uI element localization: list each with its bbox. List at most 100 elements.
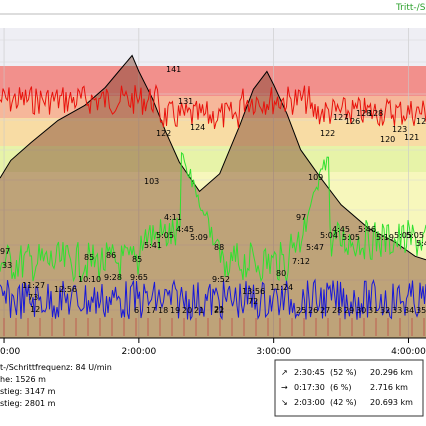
km-marker: 18 xyxy=(158,306,168,315)
legend-line: stieg: 2801 m xyxy=(0,399,56,408)
elevation-area xyxy=(0,55,426,338)
summary-time: 2:30:45 xyxy=(294,368,325,377)
km-marker: 22 xyxy=(214,306,224,315)
legend-text: t-/Schrittfrequenz: 84 U/min he: 1526 m st… xyxy=(0,363,112,408)
cadence-label: 11:24 xyxy=(270,283,293,292)
heart-rate-label: 131 xyxy=(178,97,193,106)
heart-rate-label: 141 xyxy=(166,65,181,74)
heart-rate-label: 122 xyxy=(156,129,171,138)
zone-band-3 xyxy=(0,146,426,172)
cadence-label: 9:52 xyxy=(212,275,230,284)
km-marker: 20 xyxy=(182,306,192,315)
cadence-label: 72 xyxy=(248,297,258,306)
km-marker: 35 xyxy=(416,306,426,315)
heart-rate-line xyxy=(0,83,426,130)
km-marker: 34 xyxy=(404,306,414,315)
speed-label: 5:43 xyxy=(416,239,426,248)
km-marker: 32 xyxy=(380,306,390,315)
header-right-label: Tritt-/S xyxy=(395,3,426,13)
summary-distance: 20.296 km xyxy=(370,368,413,377)
summary-distance: 2.716 km xyxy=(370,383,408,392)
heart-rate-zones xyxy=(0,28,426,338)
cadence-label: 11:27 xyxy=(22,281,45,290)
speed-label: 5:46 xyxy=(358,225,376,234)
summary-percent: (52 %) xyxy=(330,368,357,377)
summary-time: 0:17:30 xyxy=(294,383,325,392)
x-tick-label: 4:00:00 xyxy=(391,347,426,357)
cadence-label: 13:56 xyxy=(242,287,265,296)
km-marker: 26 xyxy=(308,306,318,315)
elevation-series xyxy=(0,54,426,338)
legend-line: stieg: 3147 m xyxy=(0,387,56,396)
summary-table: ↗ 2:30:45 (52 %) 20.296 km → 0:17:30 (6 %) 2.71… xyxy=(281,368,413,407)
cadence-label: 80 xyxy=(276,269,286,278)
heart-rate-label: 127 xyxy=(333,113,348,122)
speed-label: 97 xyxy=(296,213,306,222)
summary-distance: 20.693 km xyxy=(370,398,413,407)
cadence-label: 12 xyxy=(30,305,40,314)
km-marker: 30 xyxy=(356,306,366,315)
speed-label: 5:19 xyxy=(376,233,394,242)
cadence-label: 21 xyxy=(214,305,224,314)
cadence-label: 97 xyxy=(0,247,10,256)
legend-line: t-/Schrittfrequenz: 84 U/min xyxy=(0,363,112,372)
summary-percent: (42 %) xyxy=(330,398,357,407)
speed-label: 5:09 xyxy=(190,233,208,242)
heart-rate-label: 128 xyxy=(356,109,371,118)
speed-label: 4:45 xyxy=(332,225,350,234)
cadence-series xyxy=(0,278,426,321)
speed-label: 4:45 xyxy=(176,225,194,234)
summary-time: 2:03:00 xyxy=(294,398,325,407)
zone-background xyxy=(0,28,426,66)
heart-rate-label: 126 xyxy=(345,117,360,126)
speed-label: 5:04 xyxy=(320,231,338,240)
speed-label: 88 xyxy=(214,243,224,252)
data-labels: 1411311241221221271261281281231201211261… xyxy=(0,65,426,314)
summary-arrow: → xyxy=(281,383,288,392)
heart-rate-label: 126 xyxy=(416,117,426,126)
km-marker: 31 xyxy=(368,306,378,315)
speed-label: 5:47 xyxy=(306,243,324,252)
speed-label: 5:05 xyxy=(394,231,412,240)
km-marker: 33 xyxy=(392,306,402,315)
summary-arrow: ↘ xyxy=(281,398,288,407)
summary-arrow: ↗ xyxy=(281,368,288,377)
zone-band-5 xyxy=(0,214,426,338)
heart-rate-label: 122 xyxy=(320,129,335,138)
heart-rate-label: 124 xyxy=(190,123,205,132)
cadence-label: 7:12 xyxy=(292,257,310,266)
speed-label: 4:11 xyxy=(164,213,182,222)
speed-label: 5:05 xyxy=(156,231,174,240)
speed-label: 5:41 xyxy=(144,241,162,250)
speed-label: 5:05 xyxy=(342,233,360,242)
speed-label: 103 xyxy=(144,177,159,186)
cadence-label: 33 xyxy=(2,261,12,270)
x-tick-label: 0:00 xyxy=(0,347,20,357)
km-marker: 27 xyxy=(320,306,330,315)
elevation-line xyxy=(0,54,426,261)
cadence-label: 9:28 xyxy=(104,273,122,282)
cadence-label: 73 xyxy=(28,293,38,302)
cadence-label: 85 xyxy=(84,253,94,262)
summary-box xyxy=(274,359,424,417)
heart-rate-label: 121 xyxy=(404,133,419,142)
km-marker: 29 xyxy=(344,306,354,315)
cadence-label: 10:10 xyxy=(78,275,101,284)
speed-series xyxy=(0,151,426,283)
cadence-label: 12:56 xyxy=(54,285,77,294)
speed-line xyxy=(0,151,426,283)
speed-label: 5:05 xyxy=(406,231,424,240)
km-marker: 17 xyxy=(146,306,156,315)
summary-percent: (6 %) xyxy=(330,383,351,392)
km-marker: 25 xyxy=(296,306,306,315)
heart-rate-label: 120 xyxy=(380,135,395,144)
zone-band-1 xyxy=(0,96,426,118)
km-marker: 6 xyxy=(134,306,139,315)
km-markers: 6 17 18 19 20 21 22 25 26 27 28 29 30 31 32 33 34 35 xyxy=(3,306,426,336)
heart-rate-label: 123 xyxy=(392,125,407,134)
x-tick-label: 2:00:00 xyxy=(122,347,157,357)
zone-band-0 xyxy=(0,66,426,96)
legend-line: he: 1526 m xyxy=(0,375,46,384)
x-tick-label: 3:00:00 xyxy=(256,347,291,357)
